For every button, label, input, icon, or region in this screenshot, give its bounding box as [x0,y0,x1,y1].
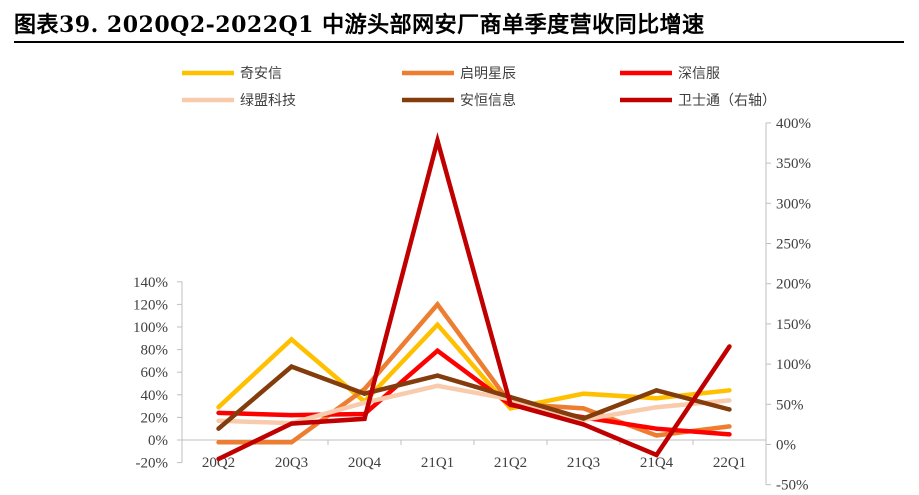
chart-title: 图表39. 2020Q2-2022Q1 中游头部网安厂商单季度营收同比增速 [14,12,705,38]
right-tick-label: 300% [776,196,811,212]
data-point [654,388,659,393]
left-tick-label: 40% [141,388,169,404]
series-line-4 [217,364,731,431]
data-point [362,400,367,405]
data-point [289,364,294,369]
left-tick-label: 120% [133,297,168,313]
right-tick-label: 250% [776,237,811,253]
data-point [216,426,221,431]
data-point [654,395,659,401]
right-tick-label: 50% [776,397,804,413]
data-point [581,416,586,421]
title-underline [14,41,904,43]
data-point [435,302,440,307]
x-tick-label: 21Q1 [421,455,454,471]
data-point [435,322,440,327]
x-tick-label: 22Q1 [713,455,746,471]
left-tick-label: 0% [148,433,168,449]
data-point [362,391,367,396]
right-tick-label: 100% [776,357,811,373]
data-point [654,452,659,458]
right-tick-label: 0% [776,438,796,454]
data-point [289,440,294,445]
data-point [289,337,294,342]
data-point [289,412,294,418]
data-point [654,433,659,438]
data-point [216,456,221,462]
data-point [435,383,440,388]
data-point [727,398,732,403]
right-tick-label: 150% [776,317,811,333]
left-tick-label: 100% [133,320,168,336]
data-point [727,388,732,393]
data-point [216,440,221,445]
right-tick-label: 350% [776,156,811,172]
data-point [727,344,732,349]
legend-item-2: 深信服 [620,66,720,82]
data-point [654,426,659,431]
legend-label: 安恒信息 [460,92,516,109]
data-point [727,407,732,412]
data-point [508,402,513,407]
data-point [581,391,586,396]
legend-item-1: 启明星辰 [402,66,516,82]
legend-item-4: 安恒信息 [402,92,516,109]
series-lines-group [216,131,732,462]
axes-group: -20% 0% 20% 40% 60% 80% 100% 120% 140% -50% 0% 50% 1… [133,116,811,494]
x-tick-label: 20Q3 [275,455,308,471]
left-tick-label: 60% [141,365,169,381]
data-point [654,405,659,410]
series-line-5 [217,131,732,462]
right-tick-label: 400% [776,116,811,132]
left-tick-label: 80% [141,343,169,359]
legend-item-5: 卫士通（右轴） [620,93,776,109]
right-tick-label: 200% [776,277,811,293]
left-tick-label: 140% [133,275,168,291]
data-point [362,416,367,421]
x-tick-label: 21Q3 [567,455,600,471]
legend-label: 奇安信 [240,65,282,82]
series-line-2 [218,347,730,437]
title-bar: 图表39. 2020Q2-2022Q1 中游头部网安厂商单季度营收同比增速 [0,0,919,44]
data-point [216,410,221,416]
data-point [362,386,367,392]
data-point [289,421,294,426]
data-point [435,348,440,353]
data-point [216,405,221,410]
legend-label: 卫士通（右轴） [678,93,776,109]
left-tick-label: 20% [141,410,169,426]
x-tick-label: 20Q2 [202,455,235,471]
left-tick-label: -20% [136,456,169,472]
legend-label: 启明星辰 [460,66,516,82]
data-point [435,138,440,143]
x-tick-label: 21Q4 [640,455,674,471]
data-point [581,406,586,411]
series-line-3 [218,383,730,426]
right-tick-label: -50% [776,478,809,494]
data-point [216,418,221,423]
legend-label: 绿盟科技 [240,93,296,109]
data-point [727,432,732,437]
legend-item-3: 绿盟科技 [182,93,296,109]
data-point [581,422,586,427]
series-line-0 [216,321,730,411]
legend-label: 深信服 [678,66,720,82]
series-line-1 [218,300,730,445]
legend-item-0: 奇安信 [182,65,282,82]
data-point [435,373,440,378]
x-tick-label: 21Q2 [494,455,527,471]
x-tick-label: 20Q4 [348,455,382,471]
data-point [727,424,732,429]
